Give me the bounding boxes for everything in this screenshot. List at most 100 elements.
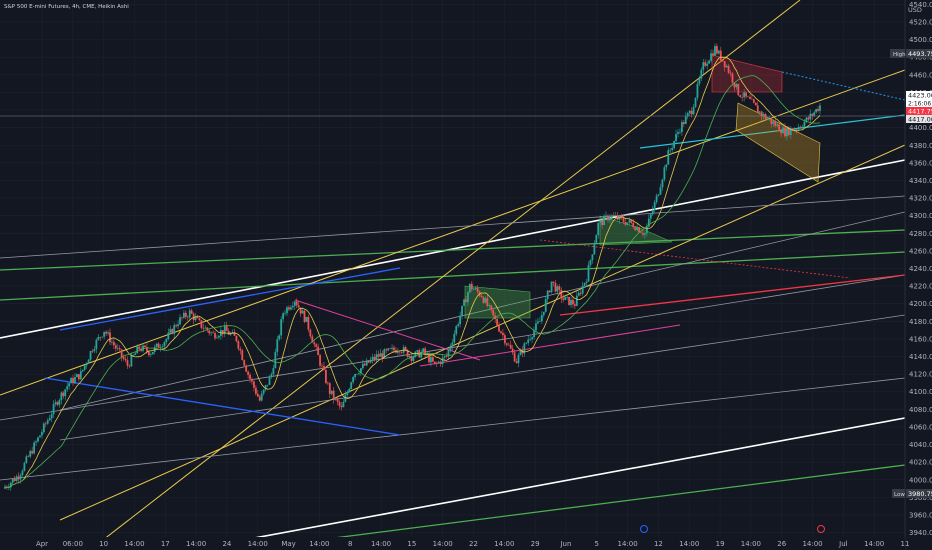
candle-body [149, 354, 152, 356]
earnings-event-icon[interactable] [640, 525, 648, 533]
candle-body [756, 105, 759, 113]
price-tag-2: 4417.75 [908, 108, 932, 116]
candle-body [293, 301, 296, 306]
teal-trendline [639, 114, 906, 149]
candle-body [280, 319, 283, 336]
candle-body [317, 346, 320, 356]
candle-body [161, 346, 164, 348]
red-dotted-line [539, 239, 851, 279]
candle-body [428, 354, 430, 363]
candle-body [463, 299, 465, 306]
candle-body [574, 304, 576, 306]
candle-body [126, 360, 129, 366]
candle-body [155, 343, 158, 347]
candle-body [122, 357, 125, 359]
candle-body [749, 96, 751, 99]
y-tick-label: 3960.00 [909, 511, 932, 519]
candle-body [712, 53, 714, 56]
candle-body [356, 374, 358, 375]
candle-body [291, 305, 294, 308]
candle-body [468, 283, 471, 293]
candle-body [365, 360, 368, 366]
magenta-line [294, 299, 481, 361]
candle-body [605, 215, 607, 217]
candle-body [809, 113, 812, 120]
candle-body [465, 299, 467, 303]
candle-body [299, 307, 302, 314]
candle-body [492, 309, 495, 316]
candle-body [97, 337, 100, 340]
candle-body [288, 307, 290, 310]
candle-body [581, 285, 584, 294]
y-tick-label: 4360.00 [909, 159, 932, 167]
candle-body [202, 327, 205, 329]
candle-body [459, 315, 462, 325]
candle-body [93, 349, 96, 352]
candle-body [575, 295, 578, 306]
candle-body [437, 361, 440, 364]
candle-body [352, 377, 355, 383]
candle-body [31, 450, 34, 454]
x-tick-label: 14:00 [802, 540, 822, 548]
x-tick-label: Jun [559, 540, 571, 548]
candle-body [603, 215, 605, 226]
candle-body [443, 356, 446, 358]
yellow-steep-line [89, 0, 801, 550]
candle-body [373, 356, 376, 360]
candle-body [554, 282, 557, 292]
y-tick-label: 4100.00 [909, 388, 932, 396]
candle-body [595, 235, 598, 245]
candle-body [21, 470, 24, 476]
candle-body [811, 113, 814, 116]
candle-body [284, 313, 286, 314]
candle-body [116, 348, 119, 349]
candle-body [383, 349, 386, 358]
candle-body [815, 109, 818, 113]
candle-body [607, 215, 609, 221]
candle-body [144, 345, 146, 348]
y-tick-label: 4200.00 [909, 300, 932, 308]
white-trendline-lower [199, 417, 906, 549]
dividend-event-icon[interactable] [817, 525, 825, 533]
candle-body [286, 307, 288, 314]
candle-body [179, 317, 181, 325]
ma-green [4, 75, 821, 488]
candle-body [451, 342, 454, 347]
gray-line-1 [0, 195, 906, 259]
candle-body [537, 321, 539, 324]
candle-body [716, 46, 718, 54]
candle-body [35, 441, 37, 443]
candle-body [764, 114, 767, 120]
y-tick-label: 4020.00 [909, 459, 932, 467]
candle-body [258, 396, 261, 401]
candle-body [743, 92, 746, 98]
candle-body [204, 327, 207, 329]
candle-body [502, 332, 504, 336]
candle-body [762, 114, 765, 117]
candle-body [649, 214, 652, 219]
blue-dotted-projection [781, 71, 906, 101]
candle-body [684, 116, 687, 125]
candle-body [778, 124, 781, 132]
candle-body [505, 343, 508, 345]
candle-body [566, 296, 569, 298]
candle-body [358, 373, 360, 375]
time-axis-panel[interactable] [0, 537, 905, 550]
x-tick-label: 19 [716, 540, 725, 548]
candle-body [54, 402, 57, 405]
candle-body [87, 359, 90, 364]
candle-body [81, 369, 84, 372]
x-tick-label: 06:00 [63, 540, 83, 548]
candle-body [747, 96, 749, 98]
candle-body [496, 319, 498, 326]
candle-body [74, 377, 76, 384]
candle-body [68, 383, 71, 387]
candle-body [11, 478, 14, 483]
candle-body [58, 400, 61, 405]
price-axis-panel[interactable] [905, 0, 932, 550]
candle-body [95, 339, 98, 350]
candle-body [610, 215, 613, 218]
candle-body [760, 111, 763, 117]
y-tick-label: 4260.00 [909, 247, 932, 255]
